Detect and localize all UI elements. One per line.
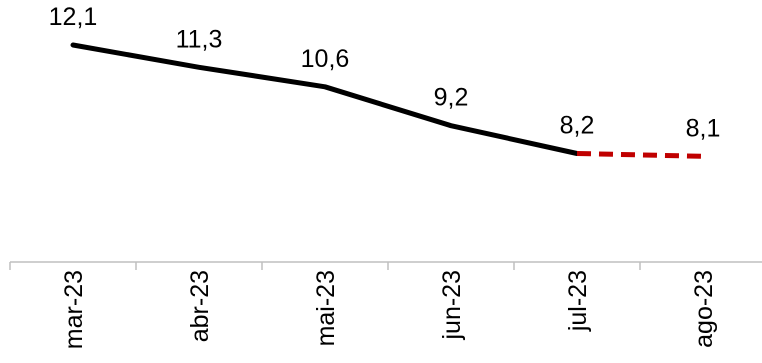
data-label: 10,6 <box>301 45 350 73</box>
data-labels: 12,1 11,3 10,6 9,2 8,2 8,1 <box>49 3 721 142</box>
x-tick-label: jun-23 <box>438 270 466 341</box>
data-label: 8,2 <box>560 112 595 140</box>
x-axis <box>9 261 762 270</box>
data-label: 11,3 <box>176 25 223 53</box>
series-line-projection <box>576 151 704 159</box>
x-tick-label: abr-23 <box>186 270 214 342</box>
x-tick-label: mai-23 <box>312 270 340 346</box>
x-tick-labels: mar-23 abr-23 mai-23 jun-23 jul-23 ago-23 <box>60 270 718 349</box>
data-label: 8,1 <box>686 114 721 142</box>
series-line-actual <box>70 42 580 156</box>
x-tick-label: mar-23 <box>60 270 88 349</box>
data-label: 9,2 <box>434 84 469 112</box>
x-tick-label: jul-23 <box>564 270 592 332</box>
series-lines <box>70 42 704 159</box>
data-label: 12,1 <box>49 3 98 31</box>
x-tick-label: ago-23 <box>690 270 718 348</box>
